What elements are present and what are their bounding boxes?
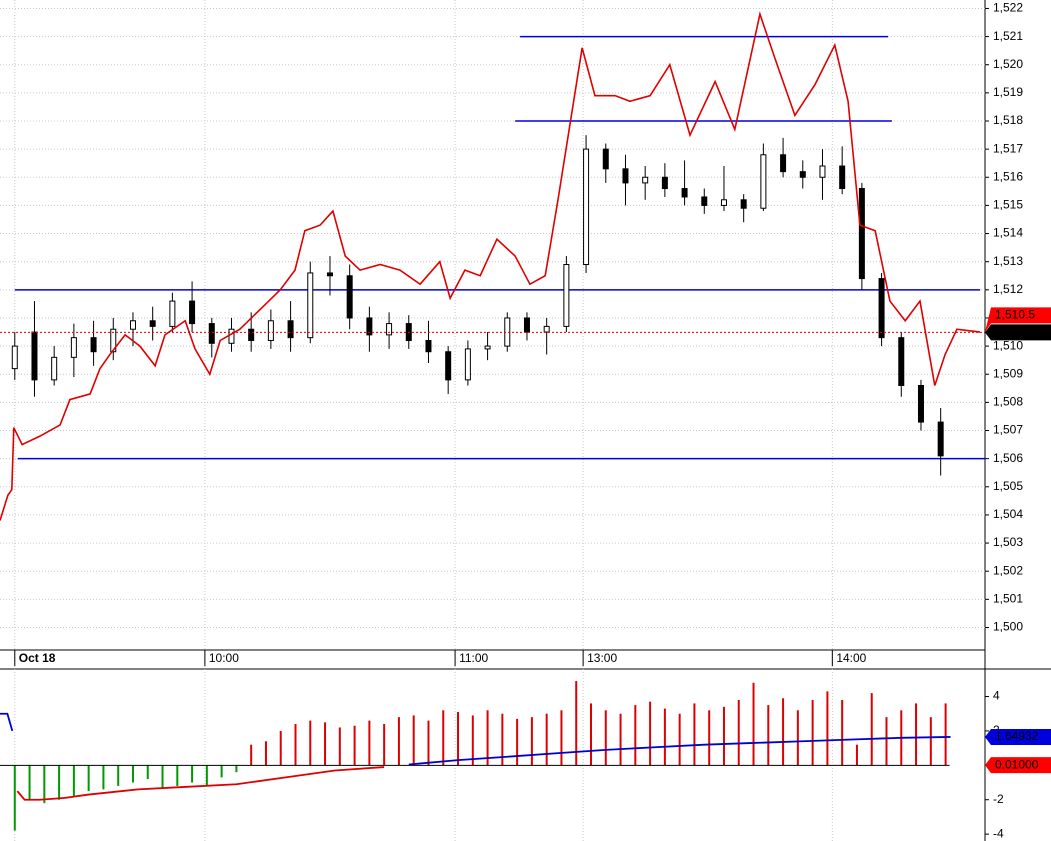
candle-body	[110, 328, 117, 353]
y-tick-label: 4	[993, 689, 1000, 703]
y-tick-label: 1,515	[993, 198, 1023, 212]
candle-body	[563, 264, 570, 327]
candle-body	[858, 188, 865, 280]
candle-body	[917, 384, 924, 423]
candle-body	[445, 351, 452, 381]
candle-body	[31, 331, 38, 381]
y-tick-label: 1,509	[993, 366, 1023, 380]
candle-body	[661, 176, 668, 190]
y-tick-label: 1,514	[993, 226, 1023, 240]
y-tick-label: 1,522	[993, 1, 1023, 15]
candle-body	[937, 421, 944, 457]
y-tick-label: -4	[993, 826, 1004, 840]
candle-body	[583, 148, 590, 266]
price-label-box	[985, 307, 1051, 333]
y-tick-label: 1,512	[993, 282, 1023, 296]
candle-body	[169, 300, 176, 327]
y-tick-label: 1,517	[993, 141, 1023, 155]
y-tick-label: 1,518	[993, 113, 1023, 127]
candle-body	[129, 320, 136, 330]
y-tick-label: 1,501	[993, 592, 1023, 606]
price-label-box	[985, 757, 1051, 774]
candle-body	[760, 154, 767, 209]
y-tick-label: 1,505	[993, 479, 1023, 493]
candle-body	[740, 199, 747, 209]
y-tick-label: 1,504	[993, 507, 1023, 521]
x-tick-label: 10:00	[209, 651, 239, 665]
candle-body	[287, 320, 294, 339]
candle-body	[898, 337, 905, 386]
candle-body	[523, 317, 530, 333]
candle-body	[366, 317, 373, 336]
candle-body	[839, 165, 846, 190]
candle-body	[51, 356, 58, 381]
price-label: 1,510.5	[995, 307, 1035, 321]
candle-body	[248, 328, 255, 341]
candle-body	[346, 275, 353, 319]
price-label: 0.01000	[995, 757, 1039, 771]
candle-body	[720, 199, 727, 206]
candle-body	[326, 272, 333, 277]
y-tick-label: 1,500	[993, 620, 1023, 634]
candle-body	[425, 339, 432, 353]
candle-body	[642, 176, 649, 184]
signal-line	[16, 766, 385, 801]
candle-body	[386, 323, 393, 336]
candle-body	[484, 345, 491, 350]
overlay-line	[0, 11, 981, 521]
signal-line	[408, 736, 951, 766]
y-tick-label: 1,508	[993, 395, 1023, 409]
y-tick-label: 1,520	[993, 57, 1023, 71]
y-tick-label: 1,506	[993, 451, 1023, 465]
candle-body	[878, 278, 885, 339]
y-tick-label: 1,510	[993, 338, 1023, 352]
candle-body	[602, 148, 609, 170]
x-tick-label: Oct 18	[19, 651, 56, 665]
candle-body	[543, 325, 550, 333]
price-label-box	[985, 728, 1051, 745]
x-tick-label: 13:00	[587, 651, 617, 665]
candle-body	[681, 188, 688, 198]
candle-body	[228, 328, 235, 344]
candle-body	[189, 300, 196, 325]
price-label: 1,510.49	[995, 324, 1042, 338]
y-tick-label: -2	[993, 792, 1004, 806]
candle-body	[307, 272, 314, 339]
price-label-box	[985, 324, 1051, 341]
candle-body	[799, 171, 806, 178]
candle-body	[701, 196, 708, 206]
y-tick-label: 1,521	[993, 29, 1023, 43]
candle-body	[267, 320, 274, 341]
y-tick-label: 1,502	[993, 563, 1023, 577]
candle-body	[819, 165, 826, 178]
y-tick-label: 1,507	[993, 423, 1023, 437]
candle-body	[11, 345, 18, 370]
y-tick-label: 1,503	[993, 535, 1023, 549]
candle-body	[464, 348, 471, 381]
candle-body	[622, 168, 629, 184]
y-tick-label: 1,513	[993, 254, 1023, 268]
price-label: 1.64932	[995, 729, 1039, 743]
y-tick-label: 1,516	[993, 169, 1023, 183]
candle-body	[780, 154, 787, 173]
x-tick-label: 11:00	[459, 651, 488, 665]
y-tick-label: 1,519	[993, 85, 1023, 99]
signal-line	[0, 712, 14, 732]
candle-body	[90, 337, 97, 353]
x-tick-label: 14:00	[836, 651, 866, 665]
candle-body	[70, 337, 77, 358]
candle-body	[208, 323, 215, 344]
candle-body	[149, 320, 156, 327]
